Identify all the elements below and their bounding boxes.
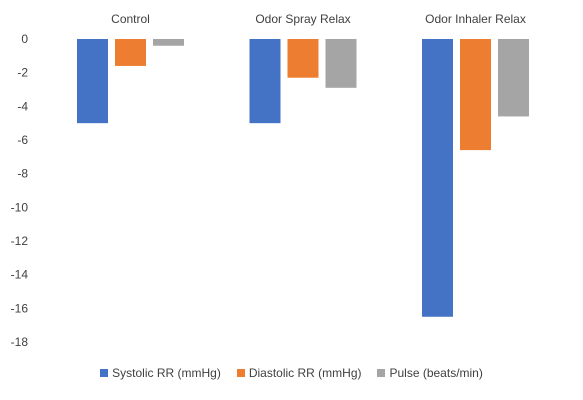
y-tick-label: -16 [11,301,29,315]
bar [498,39,529,117]
legend-label: Systolic RR (mmHg) [112,366,221,380]
legend-label: Diastolic RR (mmHg) [248,366,362,380]
legend-item: Systolic RR (mmHg) [100,366,221,380]
bar [153,39,184,46]
bar [115,39,146,66]
bar [287,39,319,78]
bars [77,39,529,317]
bar [460,39,491,151]
bar [249,39,281,124]
y-tick-label: -18 [11,335,29,349]
category-label: Control [111,12,150,26]
category-label: Odor Inhaler Relax [425,12,526,26]
y-tick-label: -4 [17,99,28,113]
legend: Systolic RR (mmHg) Diastolic RR (mmHg) Pul… [0,366,583,380]
y-tick-label: -6 [17,133,28,147]
y-tick-label: -12 [11,234,29,248]
y-axis-ticks: 0 -2 -4 -6 -8 -10 -12 -14 -16 -18 [11,32,29,349]
y-tick-label: 0 [21,32,28,46]
bar [422,39,453,317]
legend-item: Diastolic RR (mmHg) [236,366,362,380]
category-label: Odor Spray Relax [255,12,350,26]
bar [325,39,357,88]
y-tick-label: -10 [11,200,29,214]
category-labels: Control Odor Spray Relax Odor Inhaler Rela… [111,12,526,26]
bar [77,39,108,124]
y-tick-label: -8 [17,167,28,181]
legend-swatch [236,369,245,377]
legend-swatch [377,369,386,377]
legend-label: Pulse (beats/min) [389,366,483,380]
legend-swatch [100,369,109,377]
y-tick-label: -2 [17,66,28,80]
legend-item: Pulse (beats/min) [377,366,483,380]
y-tick-label: -14 [11,268,29,282]
